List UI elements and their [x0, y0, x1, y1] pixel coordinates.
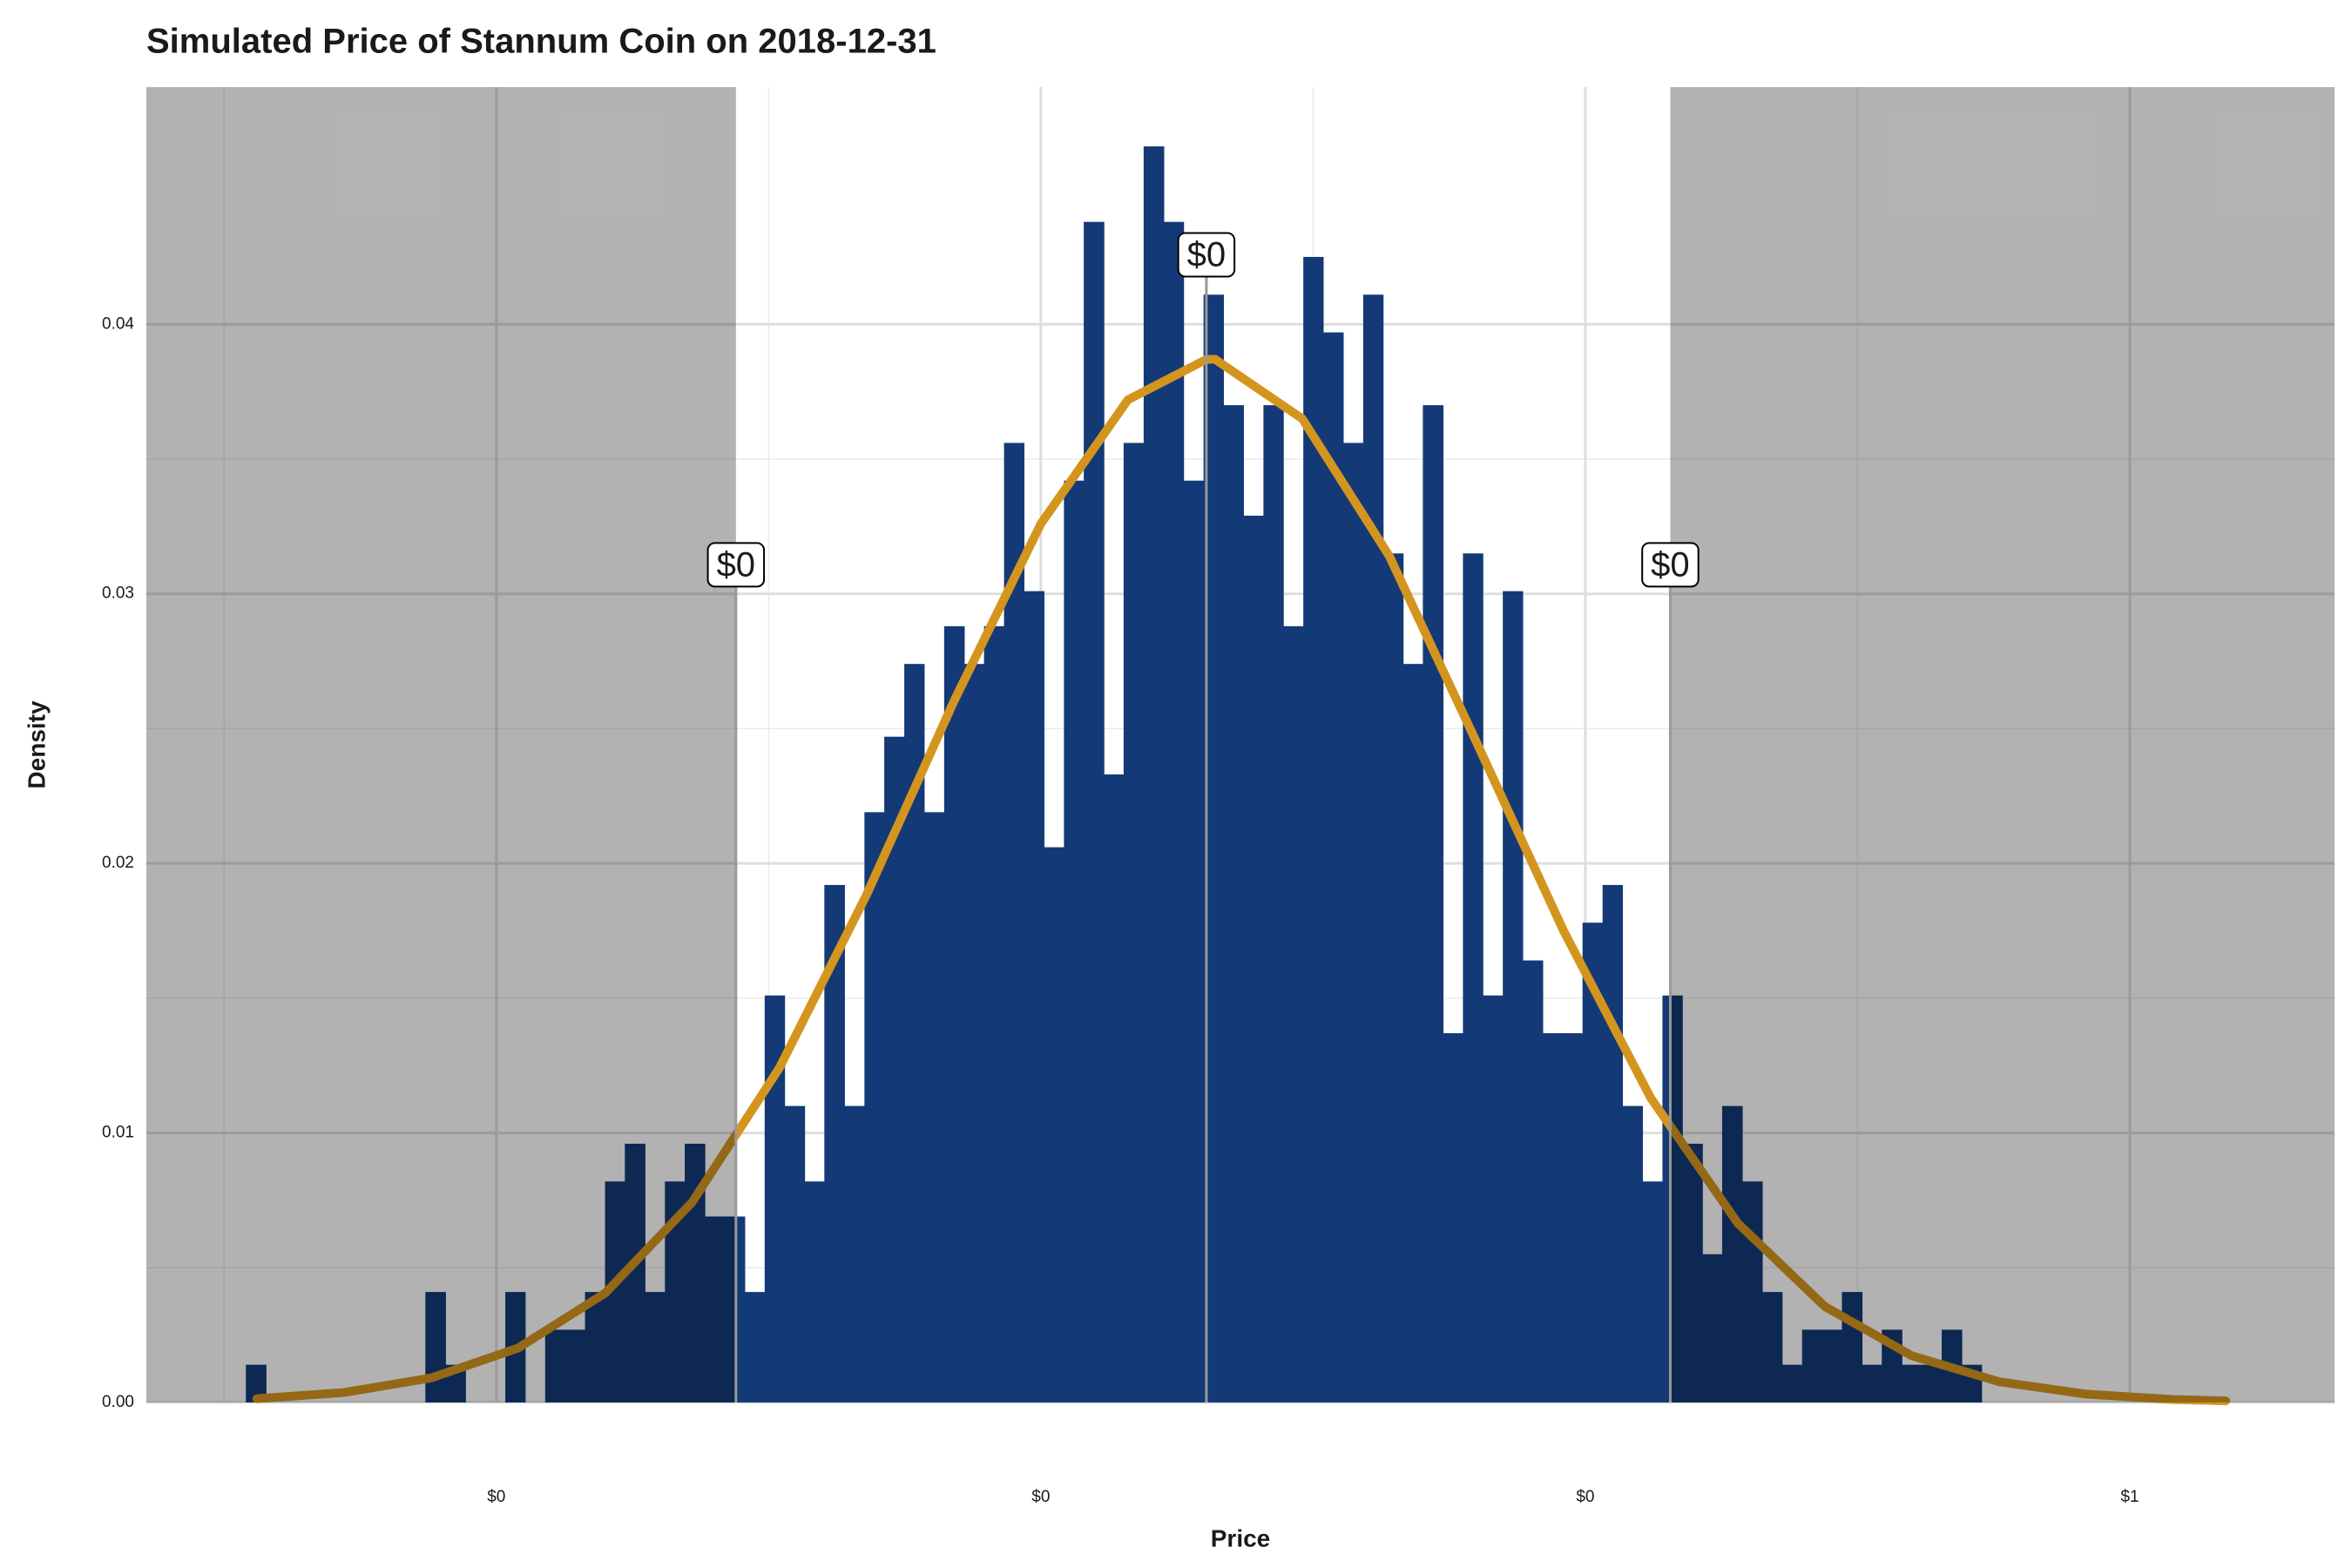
bar	[705, 1216, 726, 1402]
annotation-label: $0	[717, 545, 756, 584]
label-box	[706, 542, 766, 588]
bar	[1582, 923, 1604, 1402]
label-box	[1177, 232, 1236, 278]
bar	[1064, 480, 1085, 1403]
bar	[1084, 221, 1105, 1402]
bar	[804, 1181, 825, 1402]
y-axis-label: Density	[23, 700, 50, 789]
bar	[1761, 1292, 1783, 1402]
bar	[564, 1329, 586, 1402]
bar	[1662, 995, 1683, 1402]
annotation-label: $0	[1651, 545, 1690, 584]
bar	[1004, 443, 1024, 1402]
bar	[983, 625, 1005, 1402]
bar	[1622, 1105, 1644, 1402]
bar	[625, 1143, 645, 1402]
x-axis-label: Price	[1211, 1524, 1271, 1551]
bar	[1024, 591, 1044, 1402]
bar	[1862, 1364, 1882, 1402]
bar	[1303, 256, 1324, 1403]
bar	[923, 812, 945, 1402]
density-curve	[252, 355, 2230, 1406]
bar	[1522, 960, 1544, 1402]
bar	[864, 812, 885, 1402]
bar	[784, 1105, 806, 1402]
shaded-region	[1670, 87, 2335, 1402]
bar	[1163, 221, 1185, 1402]
bar	[824, 884, 845, 1402]
bar	[1143, 146, 1165, 1403]
bar	[1402, 664, 1423, 1402]
bar	[844, 1105, 865, 1402]
y-tick-label: 0.00	[102, 1393, 134, 1411]
x-tick-label: $0	[487, 1488, 505, 1506]
bar	[1483, 995, 1504, 1402]
bar	[1821, 1329, 1843, 1402]
bar	[1682, 1143, 1703, 1402]
bar	[1463, 553, 1484, 1402]
bar	[963, 664, 985, 1402]
bar	[1263, 405, 1284, 1403]
bar	[585, 1292, 606, 1402]
shaded-region	[146, 87, 736, 1402]
bar	[1642, 1181, 1664, 1402]
bar	[1542, 1033, 1564, 1402]
bar	[1702, 1254, 1723, 1402]
bar	[1443, 1033, 1464, 1402]
bar	[904, 664, 925, 1402]
bar	[943, 625, 965, 1402]
bar	[1562, 1033, 1584, 1402]
bar	[605, 1181, 625, 1402]
x-tick-label: $0	[1031, 1488, 1050, 1506]
bar	[1123, 443, 1145, 1402]
x-tick-label: $0	[1576, 1488, 1594, 1506]
x-tick-label: $1	[2120, 1488, 2139, 1506]
bar	[1602, 884, 1624, 1402]
bar	[884, 736, 905, 1402]
chart-title: Simulated Price of Stannum Coin on 2018-…	[146, 23, 936, 61]
bar	[744, 1292, 766, 1402]
bar	[1104, 774, 1125, 1402]
bar	[1243, 515, 1264, 1402]
bar	[1423, 405, 1443, 1403]
bar	[1503, 591, 1524, 1402]
label-box	[1641, 542, 1700, 588]
annotation-label: $0	[1187, 236, 1227, 274]
bar	[1801, 1329, 1823, 1402]
y-tick-label: 0.02	[102, 854, 134, 872]
bar	[1362, 294, 1384, 1403]
bar	[1382, 553, 1404, 1402]
bar	[544, 1329, 566, 1402]
y-tick-label: 0.01	[102, 1124, 134, 1142]
bar	[246, 1364, 267, 1402]
bar	[1342, 443, 1364, 1402]
y-tick-label: 0.04	[102, 314, 134, 333]
bar	[1283, 625, 1304, 1402]
bar	[1902, 1364, 1923, 1402]
bar	[665, 1181, 686, 1402]
bar	[645, 1292, 666, 1402]
bar	[1223, 405, 1244, 1403]
bar	[1183, 480, 1205, 1403]
bar	[1044, 847, 1064, 1402]
bar	[1781, 1364, 1803, 1402]
bar	[1322, 332, 1344, 1402]
y-tick-label: 0.03	[102, 585, 134, 603]
bar	[1921, 1364, 1943, 1402]
bar	[764, 995, 786, 1402]
bar	[1721, 1105, 1743, 1402]
bar	[1203, 294, 1224, 1403]
